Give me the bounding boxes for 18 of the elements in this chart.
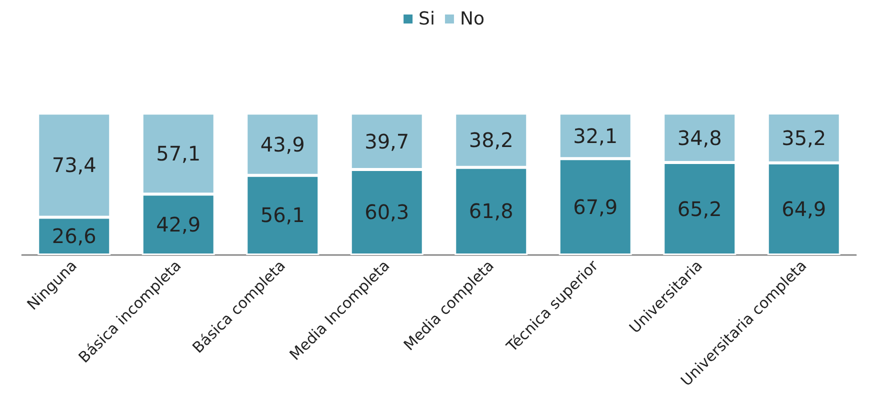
data-label: 67,9	[573, 194, 618, 219]
data-label: 65,2	[677, 196, 722, 221]
data-label: 42,9	[156, 212, 201, 237]
legend-label: Si	[418, 8, 435, 30]
data-label: 38,2	[468, 128, 514, 152]
data-label: 64,9	[782, 196, 826, 221]
data-label: 60,3	[364, 200, 410, 224]
data-label: 39,7	[364, 129, 410, 154]
data-label: 35,2	[782, 126, 826, 150]
data-label: 43,9	[260, 132, 305, 156]
data-label: 34,8	[677, 126, 722, 150]
data-label: 73,4	[52, 153, 96, 178]
data-label: 61,8	[468, 199, 514, 224]
legend-label: No	[460, 8, 484, 30]
data-label: 26,6	[52, 224, 96, 248]
data-label: 32,1	[573, 124, 618, 148]
data-label: 56,1	[260, 203, 305, 228]
data-label: 57,1	[156, 142, 201, 166]
